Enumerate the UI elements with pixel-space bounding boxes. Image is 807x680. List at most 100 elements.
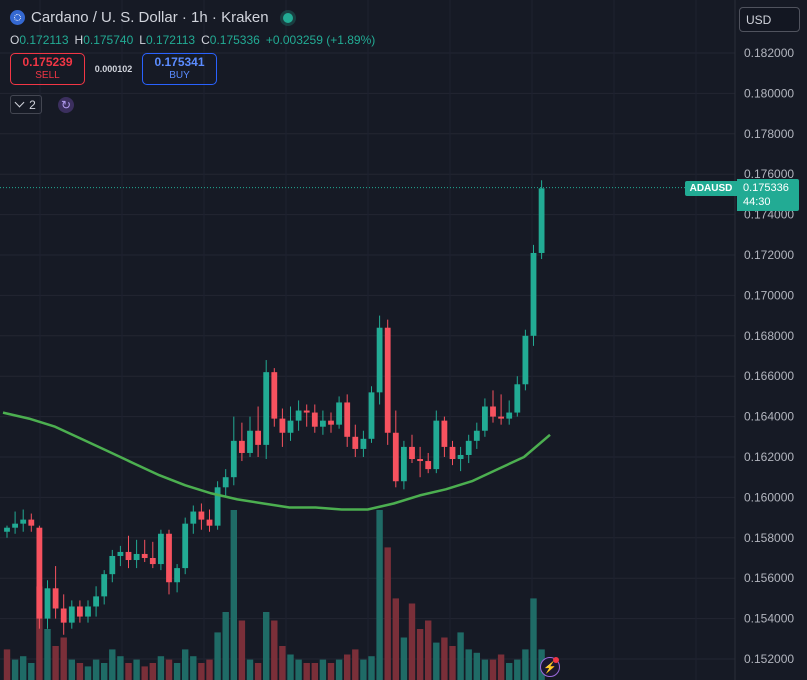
last-price-value: 0.175336 <box>743 182 789 194</box>
candle-body <box>214 487 221 526</box>
volume-bar <box>92 659 100 680</box>
volume-bar <box>141 666 148 680</box>
volume-bar <box>465 649 472 680</box>
candle-body <box>36 527 43 619</box>
volume-bar <box>506 663 513 680</box>
volume-bar <box>76 663 84 680</box>
volume-bar <box>44 629 51 680</box>
price-tick-label: 0.182000 <box>744 46 794 60</box>
volume-bar <box>473 652 480 680</box>
volume-bar <box>238 620 246 680</box>
volume-bar <box>182 649 189 680</box>
symbol-header[interactable]: Cardano / U. S. Dollar · 1h · Kraken <box>10 9 293 26</box>
volume-bar <box>11 659 19 680</box>
volume-bar <box>441 637 448 680</box>
candle-body <box>449 446 456 460</box>
candlesticks <box>4 180 545 635</box>
volume-bar <box>60 637 67 680</box>
price-tick-label: 0.156000 <box>744 571 794 585</box>
price-tick-label: 0.180000 <box>744 86 794 100</box>
volume-bar <box>157 656 165 680</box>
volume-bar <box>230 510 237 680</box>
volume-bar <box>246 659 254 680</box>
volume-bar <box>425 620 432 680</box>
volume-bar <box>279 646 286 680</box>
volume-bar <box>408 603 416 680</box>
high-label: H <box>74 33 84 47</box>
volume-bar <box>522 649 529 680</box>
candle-body <box>441 420 448 447</box>
low-label: L <box>139 33 146 47</box>
candle-body <box>141 553 148 558</box>
volume-bar <box>117 656 124 680</box>
volume-bar <box>190 656 197 680</box>
candle-body <box>149 558 156 565</box>
price-axis: 0.182000 0.180000 0.178000 0.176000 0.174000… <box>734 0 794 680</box>
volume-bar <box>360 659 367 680</box>
candle-body <box>303 410 310 413</box>
price-tick-label: 0.172000 <box>744 248 794 262</box>
candle-body <box>279 418 286 433</box>
volume-bar <box>489 659 497 680</box>
candle-body <box>190 511 197 524</box>
volume-bars <box>3 510 545 680</box>
sell-price: 0.175239 <box>22 55 73 69</box>
sell-button[interactable]: 0.175239 SELL <box>10 53 85 85</box>
candle-body <box>255 430 261 445</box>
candle-body <box>68 606 75 623</box>
collapse-indicators-button[interactable]: 2 <box>10 95 42 114</box>
volume-bar <box>254 663 262 680</box>
volume-bar <box>133 659 140 680</box>
symbol-title: Cardano / U. S. Dollar · 1h · Kraken <box>31 9 269 26</box>
moving-average-line <box>2 411 551 511</box>
candle-body <box>409 446 415 460</box>
chevron-down-icon <box>14 97 25 108</box>
refresh-icon[interactable]: ↻ <box>58 96 74 113</box>
candle-body <box>85 606 91 617</box>
volume-bar <box>514 659 521 680</box>
candle-body <box>401 446 407 482</box>
candle-body <box>125 551 132 561</box>
candle-body <box>239 440 245 453</box>
volume-bar <box>384 547 391 680</box>
moving-average <box>2 411 551 511</box>
candle-body <box>490 406 496 417</box>
volume-bar <box>101 663 108 680</box>
candle-body <box>360 438 367 449</box>
low-value: 0.172113 <box>145 33 196 47</box>
volume-bar <box>222 612 229 680</box>
volume-bar <box>109 649 116 680</box>
candle-body <box>336 402 342 425</box>
price-tick-label: 0.162000 <box>744 450 794 464</box>
candle-body <box>101 574 108 597</box>
sell-label: SELL <box>35 70 60 81</box>
spread-value: 0.000102 <box>94 64 133 74</box>
volume-bar <box>416 629 424 680</box>
volume-bar <box>125 663 132 680</box>
currency-select[interactable]: USD <box>739 7 800 32</box>
candle-body <box>28 519 35 526</box>
volume-bar <box>20 656 27 680</box>
volume-bar <box>271 620 278 680</box>
volume-bar <box>319 659 327 680</box>
candle-body <box>384 327 391 433</box>
volume-bar <box>3 649 11 680</box>
volume-bar <box>392 598 399 680</box>
candle-body <box>417 459 423 462</box>
candle-body <box>376 327 383 393</box>
volume-bar <box>433 642 440 680</box>
cardano-coin-icon <box>10 10 25 25</box>
candle-body <box>328 420 334 425</box>
volume-bar <box>173 663 181 680</box>
indicator-row: 2 ↻ <box>10 95 74 114</box>
buy-button[interactable]: 0.175341 BUY <box>142 53 217 85</box>
candle-body <box>247 430 253 453</box>
volume-bar <box>295 659 302 680</box>
trade-panel: 0.175239 SELL 0.000102 0.175341 BUY <box>10 53 217 85</box>
price-tick-label: 0.168000 <box>744 329 794 343</box>
candle-body <box>4 527 10 532</box>
candle-body <box>392 432 399 482</box>
buy-label: BUY <box>169 70 190 81</box>
volume-bar <box>368 656 375 680</box>
